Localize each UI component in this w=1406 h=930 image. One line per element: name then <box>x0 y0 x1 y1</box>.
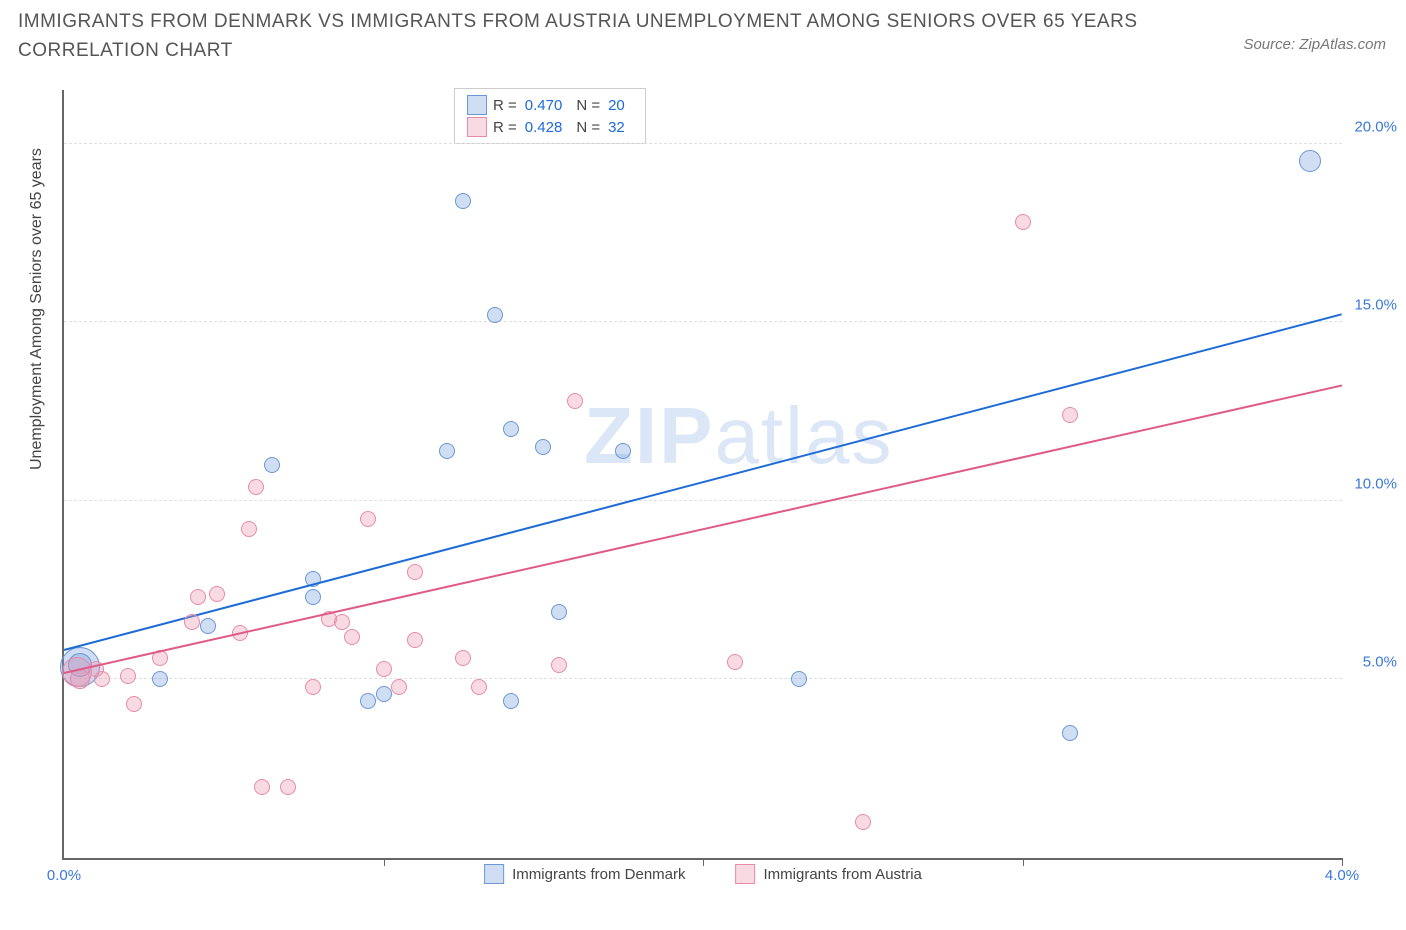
legend-n-value: 20 <box>608 97 625 114</box>
data-point <box>334 614 350 630</box>
y-tick-label: 10.0% <box>1354 475 1397 492</box>
data-point <box>503 693 519 709</box>
legend-r-value: 0.470 <box>525 97 563 114</box>
data-point <box>1015 214 1031 230</box>
x-tick-label: 4.0% <box>1325 867 1359 884</box>
data-point <box>471 679 487 695</box>
x-tick <box>703 858 704 866</box>
gridline <box>64 143 1342 144</box>
data-point <box>1062 407 1078 423</box>
data-point <box>391 679 407 695</box>
data-point <box>535 439 551 455</box>
source-text: Source: ZipAtlas.com <box>1243 36 1386 53</box>
data-point <box>248 479 264 495</box>
data-point <box>305 589 321 605</box>
data-point <box>209 586 225 602</box>
legend-r-value: 0.428 <box>525 119 563 136</box>
gridline <box>64 678 1342 679</box>
data-point <box>1299 150 1321 172</box>
bottom-legend-item: Immigrants from Denmark <box>484 864 685 884</box>
x-tick <box>1342 858 1343 866</box>
data-point <box>439 443 455 459</box>
x-tick <box>1023 858 1024 866</box>
legend-n-label: N = <box>576 97 600 114</box>
y-tick-label: 5.0% <box>1363 654 1397 671</box>
data-point <box>184 614 200 630</box>
legend-swatch <box>484 864 504 884</box>
legend-swatch <box>467 95 487 115</box>
data-point <box>152 671 168 687</box>
chart-plot-area: ZIPatlas R =0.470N =20R =0.428N =32 Immi… <box>62 90 1342 860</box>
legend-r-label: R = <box>493 119 517 136</box>
x-tick-label: 0.0% <box>47 867 81 884</box>
data-point <box>615 443 631 459</box>
data-point <box>70 669 90 689</box>
gridline <box>64 500 1342 501</box>
bottom-legend-label: Immigrants from Denmark <box>512 866 685 883</box>
legend-swatch <box>467 117 487 137</box>
data-point <box>551 657 567 673</box>
bottom-legend-item: Immigrants from Austria <box>736 864 922 884</box>
data-point <box>344 629 360 645</box>
data-point <box>280 779 296 795</box>
bottom-legend: Immigrants from Denmark Immigrants from A… <box>484 864 922 884</box>
data-point <box>120 668 136 684</box>
data-point <box>551 604 567 620</box>
y-tick-label: 15.0% <box>1354 297 1397 314</box>
data-point <box>190 589 206 605</box>
data-point <box>126 696 142 712</box>
data-point <box>200 618 216 634</box>
x-tick <box>384 858 385 866</box>
data-point <box>487 307 503 323</box>
data-point <box>855 814 871 830</box>
data-point <box>791 671 807 687</box>
bottom-legend-label: Immigrants from Austria <box>764 866 922 883</box>
data-point <box>264 457 280 473</box>
legend-swatch <box>736 864 756 884</box>
data-point <box>241 521 257 537</box>
data-point <box>727 654 743 670</box>
data-point <box>254 779 270 795</box>
legend-r-label: R = <box>493 97 517 114</box>
data-point <box>407 564 423 580</box>
legend-n-value: 32 <box>608 119 625 136</box>
data-point <box>407 632 423 648</box>
data-point <box>305 679 321 695</box>
y-axis-label: Unemployment Among Seniors over 65 years <box>28 148 46 470</box>
chart-title: IMMIGRANTS FROM DENMARK VS IMMIGRANTS FR… <box>18 8 1198 65</box>
legend-row: R = 0.470 N = 20 <box>467 95 633 115</box>
gridline <box>64 321 1342 322</box>
data-point <box>376 686 392 702</box>
data-point <box>567 393 583 409</box>
y-tick-label: 20.0% <box>1354 118 1397 135</box>
legend-n-label: N = <box>576 119 600 136</box>
data-point <box>503 421 519 437</box>
data-point <box>360 693 376 709</box>
legend-stats-box: R = 0.470 N = 20 R = 0.428 N = 32 <box>454 88 646 144</box>
data-point <box>376 661 392 677</box>
watermark: ZIPatlas <box>584 390 893 482</box>
data-point <box>455 650 471 666</box>
legend-row: R = 0.428 N = 32 <box>467 117 633 137</box>
data-point <box>360 511 376 527</box>
data-point <box>455 193 471 209</box>
data-point <box>1062 725 1078 741</box>
